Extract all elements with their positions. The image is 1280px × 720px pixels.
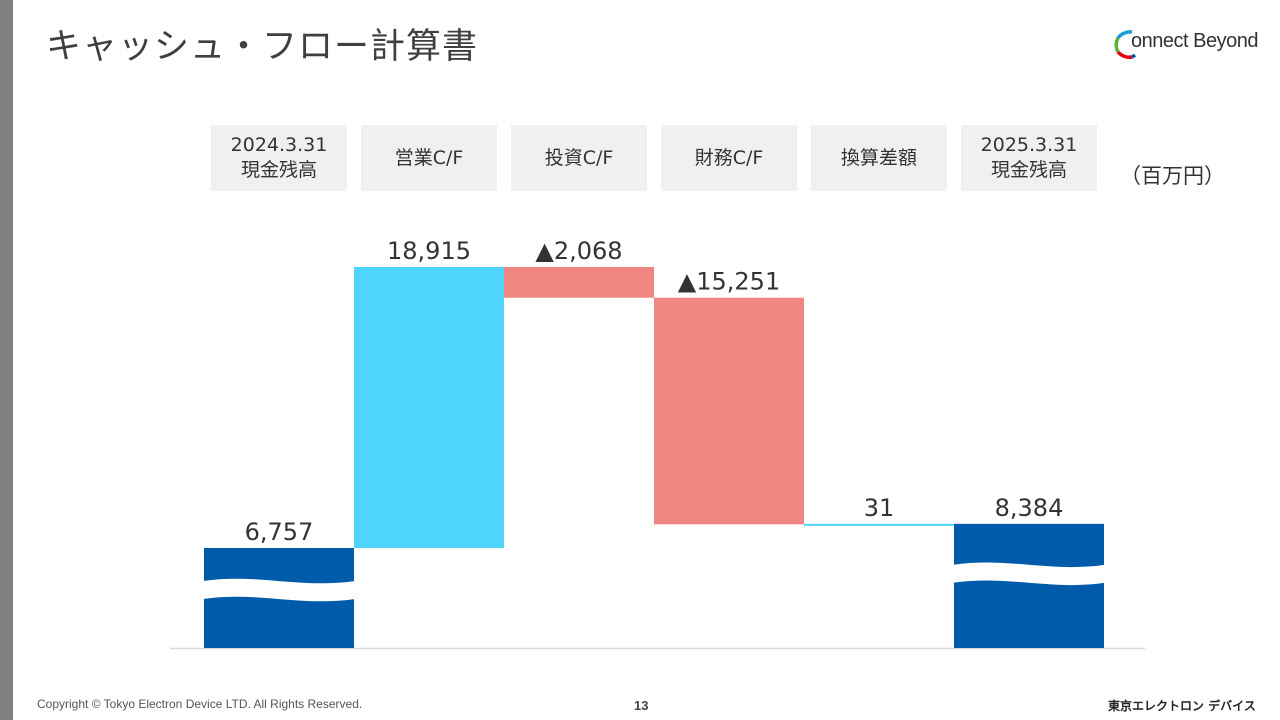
footer-brand-logo: 東京エレクトロン デバイス <box>1108 699 1256 713</box>
data-label-5: 8,384 <box>995 494 1064 522</box>
data-label-2: ▲2,068 <box>535 237 622 265</box>
copyright-text: Copyright © Tokyo Electron Device LTD. A… <box>37 697 363 711</box>
bar-decrease-2 <box>504 267 654 298</box>
bar-total-0 <box>203 548 355 648</box>
unit-label: （百万円） <box>1120 164 1225 188</box>
logo-text: onnect Beyond <box>1131 30 1258 52</box>
page-title: キャッシュ・フロー計算書 <box>46 27 479 67</box>
header-box-0: 2024.3.31 現金残高 <box>211 125 347 191</box>
data-label-4: 31 <box>864 494 895 522</box>
axis-break-wave <box>203 578 355 602</box>
data-label-0: 6,757 <box>245 518 314 546</box>
bar-total-5 <box>953 523 1105 648</box>
left-edge-bar <box>0 0 13 720</box>
bar-decrease-3 <box>654 297 804 525</box>
header-box-3: 財務C/F <box>661 125 797 191</box>
data-label-3: ▲15,251 <box>678 268 780 296</box>
bar-increase-4 <box>804 523 954 526</box>
page-number: 13 <box>634 698 649 713</box>
logo-ring-icon <box>1114 30 1137 59</box>
header-box-2: 投資C/F <box>511 125 647 191</box>
data-label-1: 18,915 <box>387 237 471 265</box>
header-box-4: 換算差額 <box>811 125 947 191</box>
axis-break-wave <box>953 562 1105 586</box>
header-box-1: 営業C/F <box>361 125 497 191</box>
header-box-5: 2025.3.31 現金残高 <box>961 125 1097 191</box>
connect-beyond-logo: onnect Beyond <box>1114 24 1258 64</box>
bar-increase-1 <box>354 267 504 548</box>
